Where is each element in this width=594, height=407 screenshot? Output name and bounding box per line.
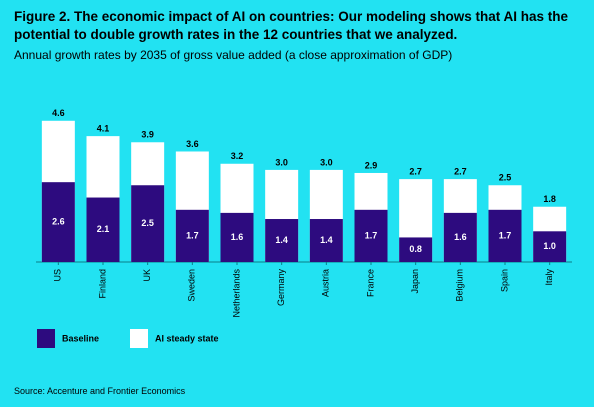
value-label: 3.0	[275, 157, 288, 167]
value-label: 4.1	[97, 124, 110, 134]
chart-subtitle: Annual growth rates by 2035 of gross val…	[14, 48, 453, 62]
value-label: 0.8	[409, 244, 422, 254]
value-label: 3.0	[320, 157, 333, 167]
legend-swatch	[130, 329, 148, 348]
x-tick-label: Belgium	[455, 269, 465, 302]
value-label: 2.5	[499, 173, 512, 183]
bar	[443, 212, 477, 262]
bar	[41, 182, 75, 262]
value-label: 3.6	[186, 139, 199, 149]
x-tick-label: US	[53, 269, 63, 282]
bar	[309, 219, 343, 262]
value-label: 1.0	[543, 241, 556, 251]
value-label: 2.9	[365, 160, 378, 170]
bar	[488, 209, 522, 262]
legend-swatch	[37, 329, 55, 348]
x-tick-label: Austria	[321, 269, 331, 297]
bar	[220, 212, 254, 262]
x-tick-label: Japan	[410, 269, 420, 294]
x-tick-label: Netherlands	[231, 269, 241, 318]
x-tick-label: Italy	[544, 269, 554, 286]
value-label: 1.7	[365, 230, 378, 240]
x-tick-label: Spain	[499, 269, 509, 292]
source: Source: Accenture and Frontier Economics	[14, 386, 186, 396]
bar	[86, 197, 120, 262]
value-label: 4.6	[52, 108, 65, 118]
bar	[265, 219, 299, 262]
value-label: 2.5	[141, 218, 154, 228]
value-label: 1.8	[543, 194, 556, 204]
x-tick-label: Sweden	[187, 269, 197, 302]
value-label: 2.6	[52, 216, 65, 226]
value-label: 2.1	[97, 224, 110, 234]
bar	[533, 231, 567, 262]
bar	[354, 209, 388, 262]
chart: 4.6 4.1 3.9 3.6 3.2 3.0 3.0 2.9 2.7 2.7 2.5 1.8 2.6 2…	[36, 108, 572, 348]
x-tick-label: Finland	[97, 269, 107, 299]
value-label: 1.7	[499, 230, 512, 240]
bar	[175, 209, 209, 262]
value-label: 1.6	[454, 232, 467, 242]
chart-title: Figure 2. The economic impact of AI on c…	[14, 9, 569, 42]
legend-label: Baseline	[62, 333, 99, 343]
value-label: 3.9	[141, 130, 154, 140]
bar	[399, 237, 433, 262]
bar	[131, 185, 165, 262]
legend-label: AI steady state	[155, 333, 219, 343]
x-tick-label: France	[365, 269, 375, 297]
value-label: 3.2	[231, 151, 244, 161]
x-tick-label: Germany	[276, 269, 286, 307]
value-label: 1.7	[186, 230, 199, 240]
value-label: 2.7	[409, 166, 422, 176]
x-tick-label: UK	[142, 269, 152, 282]
value-label: 2.7	[454, 166, 467, 176]
value-label: 1.4	[320, 235, 333, 245]
value-label: 1.6	[231, 232, 244, 242]
value-label: 1.4	[275, 235, 288, 245]
